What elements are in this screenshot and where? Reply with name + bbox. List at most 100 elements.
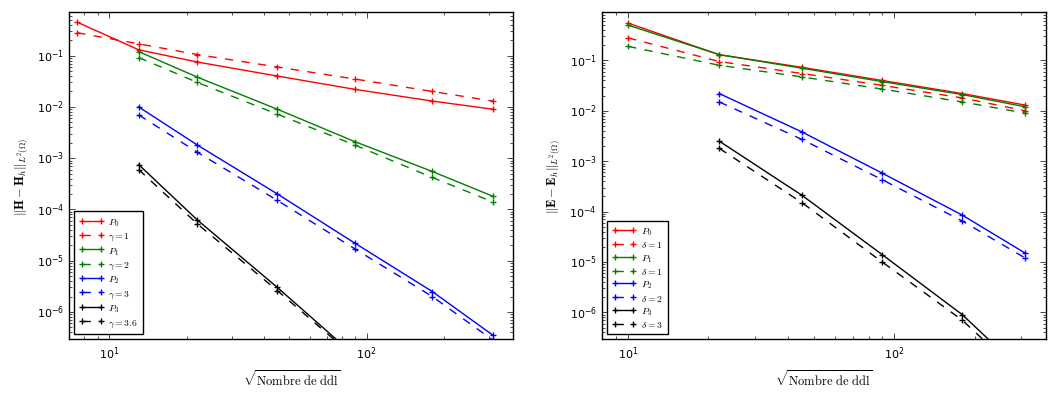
$P_2$	[876, 171, 889, 176]
$P_1$	[956, 93, 969, 98]
$\gamma = 3$	[426, 294, 438, 299]
$P_3$	[348, 353, 361, 358]
$\delta = 3$	[876, 260, 889, 265]
$\gamma = 3$	[271, 198, 284, 203]
Y-axis label: $\|\mathbf{E} - \mathbf{E}_h\|_{L^2(\Omega)}$: $\|\mathbf{E} - \mathbf{E}_h\|_{L^2(\Ome…	[546, 139, 562, 213]
$\delta = 2$	[876, 178, 889, 182]
$P_1$	[426, 170, 438, 174]
$\gamma = 2$	[348, 143, 361, 148]
$P_2$	[426, 290, 438, 294]
$P_1$	[1019, 105, 1031, 110]
$\gamma = 3.6$	[191, 222, 203, 227]
$P_1$	[713, 53, 725, 58]
$\gamma = 3.6$	[348, 355, 361, 360]
Line: $\delta = 1$: $\delta = 1$	[626, 45, 1028, 117]
$\gamma = 3$	[348, 247, 361, 252]
$P_2$	[795, 130, 808, 135]
Line: $P_1$: $P_1$	[626, 23, 1028, 110]
$P_1$	[271, 107, 284, 112]
Line: $\gamma = 2$: $\gamma = 2$	[136, 56, 496, 205]
$P_3$	[271, 286, 284, 290]
$\delta = 2$	[713, 100, 725, 105]
Line: $\gamma = 3$: $\gamma = 3$	[136, 113, 496, 343]
$P_1$	[876, 80, 889, 85]
$P_2$	[132, 105, 145, 110]
$\gamma = 3$	[191, 150, 203, 155]
$\gamma = 1$	[487, 99, 500, 104]
$P_2$	[271, 192, 284, 197]
$\gamma = 2$	[132, 56, 145, 61]
Y-axis label: $\|\mathbf{H} - \mathbf{H}_h\|_{L^2(\Omega)}$: $\|\mathbf{H} - \mathbf{H}_h\|_{L^2(\Ome…	[14, 137, 30, 215]
$\gamma = 2$	[487, 200, 500, 205]
$P_0$	[876, 79, 889, 84]
X-axis label: $\sqrt{\mathrm{Nombre\ de\ ddl}}$: $\sqrt{\mathrm{Nombre\ de\ ddl}}$	[243, 368, 340, 388]
Legend: $P_0$, $\delta = 1$, $P_1$, $\delta = 1$, $P_2$, $\delta = 2$, $P_3$, $\delta = : $P_0$, $\delta = 1$, $P_1$, $\delta = 1$…	[607, 221, 668, 334]
$P_0$	[713, 53, 725, 58]
$\delta = 2$	[1019, 256, 1031, 261]
$P_1$	[348, 140, 361, 145]
Line: $\gamma = 1$: $\gamma = 1$	[74, 31, 496, 105]
$P_3$	[1019, 372, 1031, 377]
$P_3$	[132, 163, 145, 168]
$P_0$	[795, 66, 808, 71]
$P_0$	[348, 88, 361, 93]
$\delta = 3$	[795, 201, 808, 206]
$P_1$	[132, 50, 145, 55]
$P_2$	[348, 241, 361, 246]
$P_0$	[622, 22, 634, 26]
$P_2$	[487, 333, 500, 338]
$P_2$	[1019, 251, 1031, 256]
$P_3$	[876, 253, 889, 257]
Line: $P_2$: $P_2$	[136, 105, 496, 338]
$\delta = 3$	[713, 147, 725, 152]
$P_3$	[713, 140, 725, 144]
$P_1$	[191, 76, 203, 81]
$\delta = 1$	[622, 45, 634, 50]
$\delta = 1$	[622, 36, 634, 41]
$P_2$	[956, 213, 969, 218]
$P_0$	[1019, 103, 1031, 108]
$\delta = 1$	[713, 60, 725, 65]
$\delta = 1$	[713, 64, 725, 69]
$\delta = 3$	[1019, 377, 1031, 381]
$P_0$	[487, 107, 500, 112]
$P_2$	[191, 143, 203, 148]
$\delta = 2$	[956, 219, 969, 224]
Legend: $P_0$, $\gamma = 1$, $P_1$, $\gamma = 2$, $P_2$, $\gamma = 3$, $P_3$, $\gamma = : $P_0$, $\gamma = 1$, $P_1$, $\gamma = 2$…	[74, 212, 143, 334]
$P_0$	[956, 92, 969, 97]
$P_1$	[487, 194, 500, 199]
$\gamma = 2$	[271, 113, 284, 117]
$\gamma = 3.6$	[271, 289, 284, 294]
$\gamma = 1$	[132, 43, 145, 47]
$\delta = 1$	[1019, 111, 1031, 116]
$\gamma = 1$	[426, 90, 438, 95]
$P_3$	[956, 312, 969, 317]
$\gamma = 1$	[348, 77, 361, 82]
Line: $P_3$: $P_3$	[136, 162, 496, 401]
Line: $\gamma = 3.6$: $\gamma = 3.6$	[136, 167, 496, 401]
$P_3$	[191, 218, 203, 223]
$P_0$	[191, 61, 203, 65]
$\gamma = 1$	[271, 65, 284, 70]
$\gamma = 3.6$	[132, 168, 145, 172]
$P_0$	[271, 75, 284, 79]
$P_0$	[132, 48, 145, 53]
$\gamma = 3$	[132, 113, 145, 118]
$\delta = 1$	[876, 84, 889, 89]
Line: $\delta = 2$: $\delta = 2$	[717, 100, 1028, 261]
$\delta = 1$	[876, 87, 889, 92]
Line: $P_2$: $P_2$	[717, 91, 1028, 256]
X-axis label: $\sqrt{\mathrm{Nombre\ de\ ddl}}$: $\sqrt{\mathrm{Nombre\ de\ ddl}}$	[775, 368, 873, 388]
$\delta = 2$	[795, 138, 808, 142]
$\gamma = 1$	[71, 31, 84, 36]
$\delta = 1$	[956, 96, 969, 101]
$P_0$	[426, 99, 438, 104]
Line: $P_0$: $P_0$	[74, 20, 496, 113]
$\gamma = 2$	[191, 81, 203, 86]
Line: $P_1$: $P_1$	[136, 50, 496, 200]
Line: $\delta = 1$: $\delta = 1$	[626, 36, 1028, 114]
$P_1$	[795, 67, 808, 71]
$\gamma = 2$	[426, 176, 438, 180]
$P_0$	[71, 21, 84, 26]
$\delta = 1$	[956, 100, 969, 105]
